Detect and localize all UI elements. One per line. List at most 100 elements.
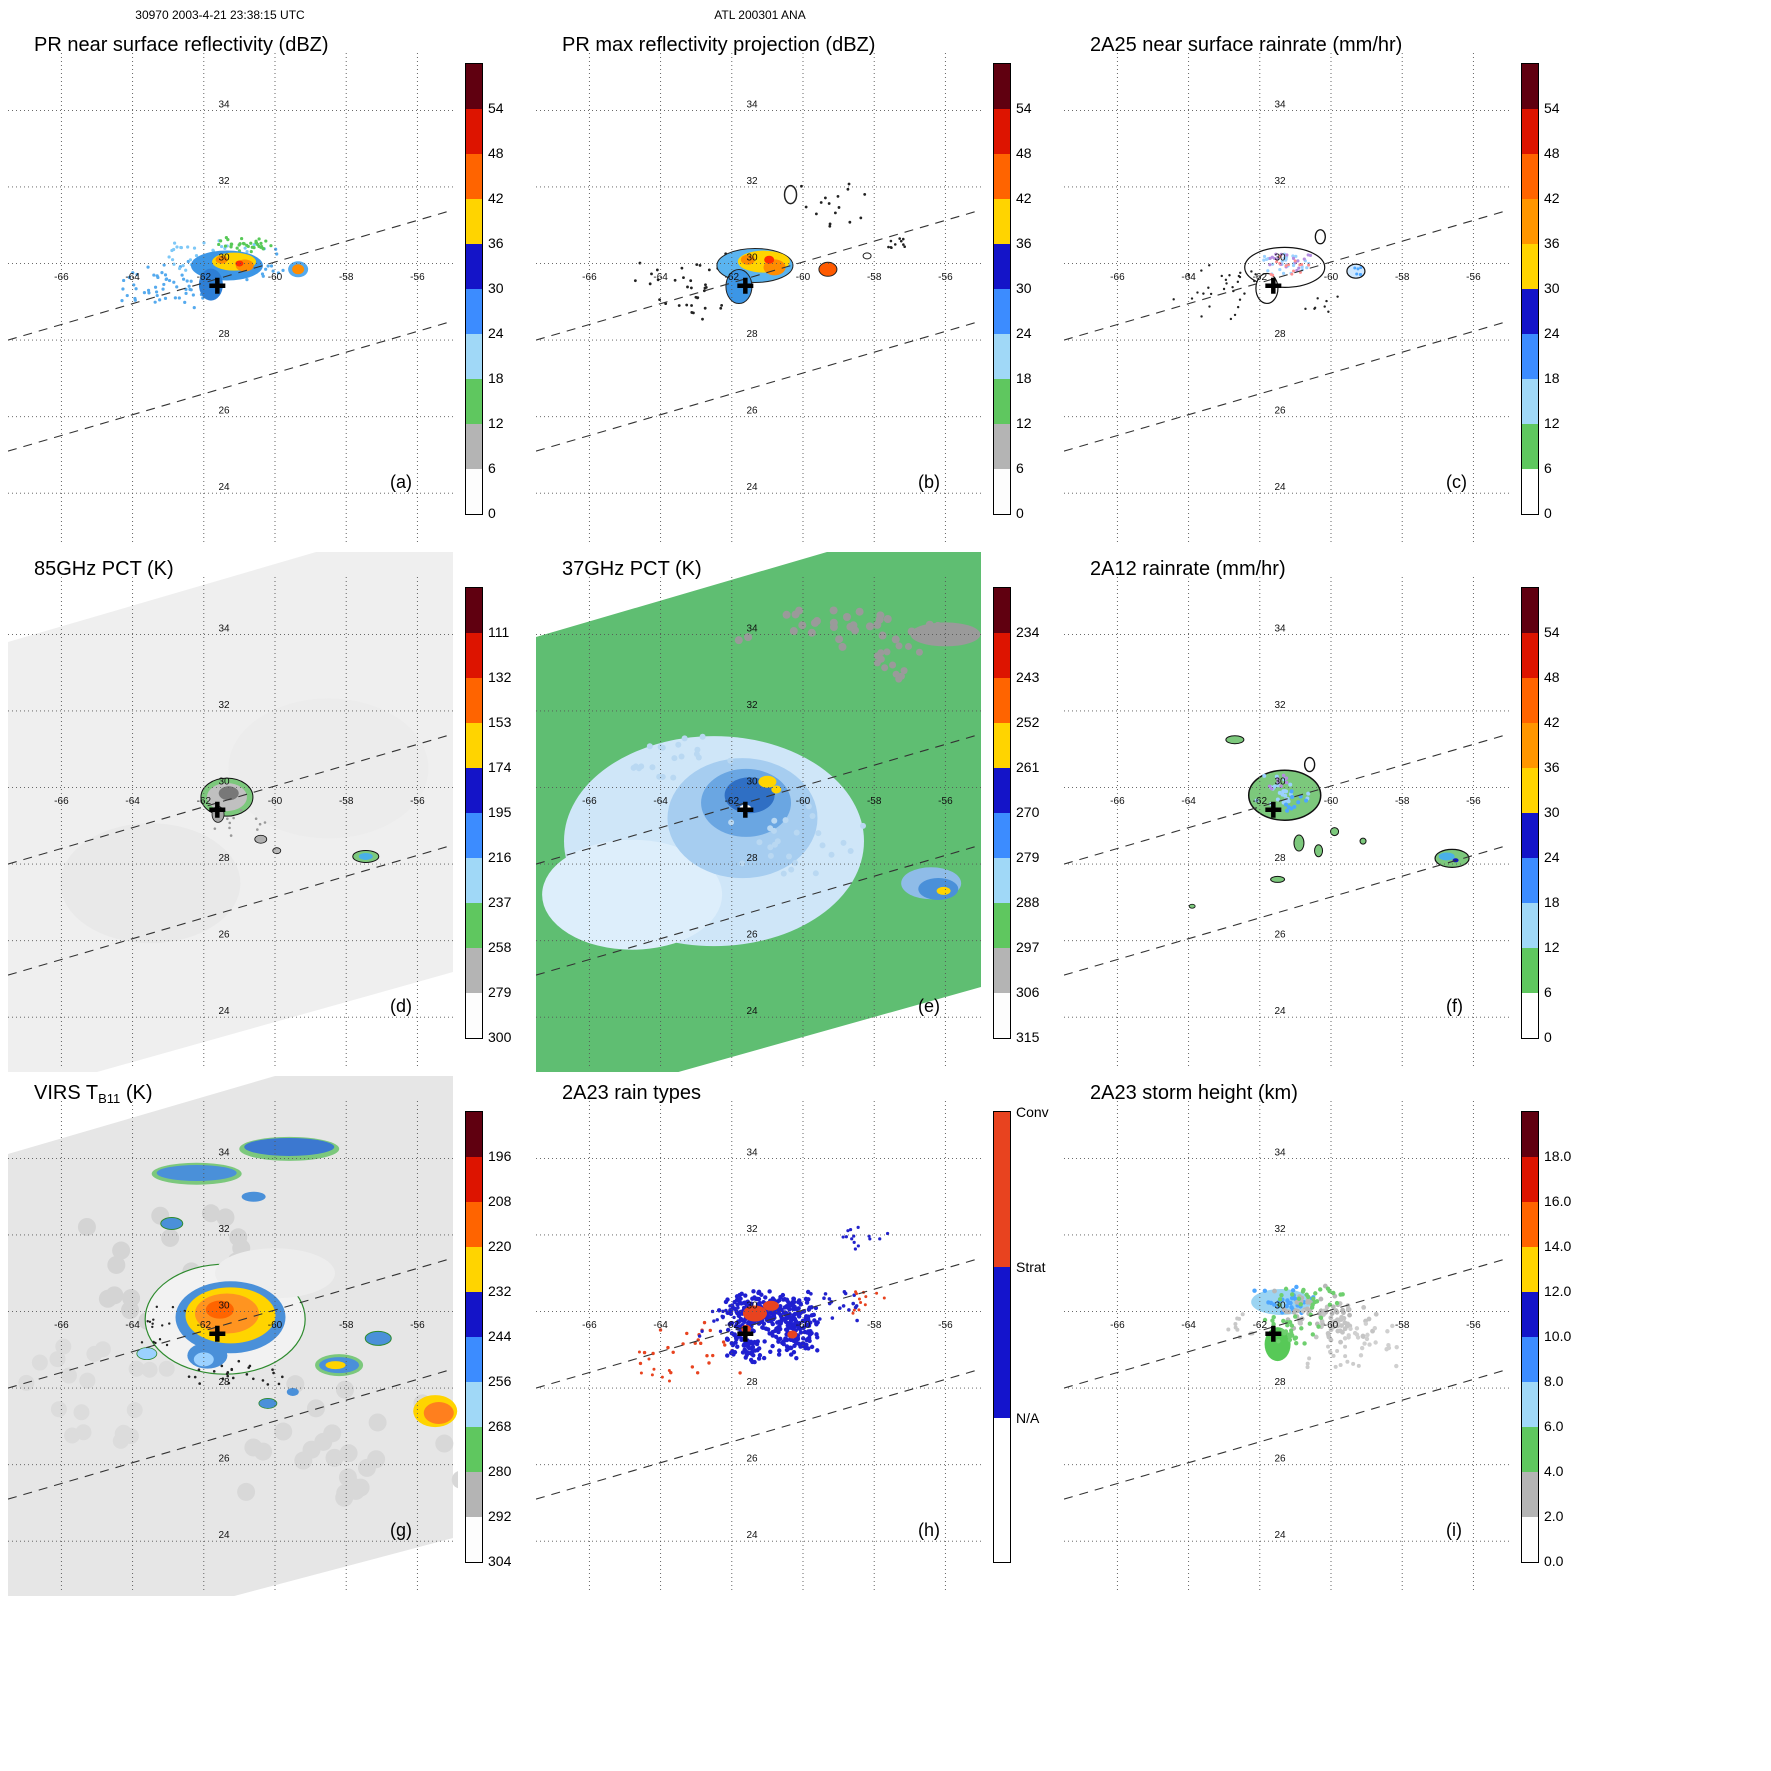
data-speckle — [1307, 1321, 1313, 1326]
data-speckle — [902, 243, 905, 246]
colorbar-tick-label: 54 — [1016, 100, 1032, 116]
data-speckle — [1271, 262, 1275, 266]
data-speckle — [164, 277, 168, 282]
colorbar-segment — [466, 1157, 482, 1202]
lon-label: -66 — [54, 1320, 69, 1331]
data-speckle — [258, 822, 262, 826]
data-speckle — [1328, 1350, 1333, 1355]
data-speckle — [1363, 1321, 1369, 1326]
lat-label: 26 — [218, 406, 230, 417]
data-speckle — [702, 289, 706, 293]
data-speckle — [131, 271, 135, 275]
data-speckle — [221, 1377, 225, 1380]
colorbar-tick-label: 6.0 — [1544, 1418, 1564, 1434]
colorbar-tick-label: 36 — [1544, 759, 1560, 775]
colorbar-category-label: Conv — [1016, 1104, 1049, 1120]
data-speckle — [744, 633, 753, 642]
data-speckle — [633, 279, 637, 283]
data-speckle — [160, 271, 164, 275]
data-speckle — [230, 242, 234, 246]
colorbar-tick-label: 36 — [488, 235, 504, 251]
data-speckle — [1305, 266, 1309, 270]
colorbar-tick-label: 4.0 — [1544, 1463, 1564, 1479]
data-speckle — [812, 617, 821, 626]
data-speckle — [1302, 1341, 1307, 1346]
data-speckle — [1278, 254, 1282, 258]
data-speckle — [1355, 1335, 1361, 1340]
lat-label: 30 — [1274, 777, 1286, 788]
colorbar-tick-label: 24 — [1016, 325, 1032, 341]
data-speckle — [220, 1364, 224, 1368]
data-speckle — [1360, 1334, 1366, 1339]
lon-label: -58 — [867, 272, 882, 283]
data-speckle — [788, 1320, 793, 1325]
data-speckle — [767, 825, 774, 832]
data-speckle — [768, 1349, 773, 1354]
data-speckle — [848, 1228, 853, 1232]
data-speckle — [153, 285, 158, 289]
gridlines — [8, 53, 453, 543]
data-speckle — [161, 1324, 164, 1327]
data-speckle — [245, 249, 249, 254]
data-speckle — [1321, 1312, 1326, 1317]
data-speckle — [226, 238, 230, 242]
data-speckle — [1220, 274, 1223, 278]
colorbar-segment — [466, 993, 482, 1038]
data-speckle — [856, 1244, 860, 1248]
colorbar-segment — [994, 993, 1010, 1038]
data-speckle — [852, 1240, 856, 1244]
colorbar-segment — [466, 678, 482, 723]
grid-labels: -66 -64 -62 -60 -58 -56 34 32 30 28 26 24 — [54, 1147, 425, 1541]
data-speckle — [1285, 253, 1289, 257]
storm-center-marker — [737, 1325, 754, 1342]
data-layer — [60, 698, 429, 944]
data-speckle — [792, 1321, 797, 1327]
colorbar-segment — [466, 1382, 482, 1427]
data-speckle — [818, 1317, 822, 1321]
data-speckle — [1222, 287, 1226, 291]
data-speckle — [685, 1331, 689, 1336]
colorbar-tick-label: 54 — [1544, 100, 1560, 116]
data-speckle — [646, 743, 653, 750]
storm-feature — [1303, 756, 1316, 773]
data-speckle — [759, 1319, 765, 1325]
colorbar-segment — [1522, 334, 1538, 379]
colorbar-segment — [1522, 1382, 1538, 1427]
data-speckle — [245, 1373, 249, 1376]
data-speckle — [807, 628, 816, 637]
data-speckle — [172, 247, 176, 252]
colorbar-segment — [1522, 1292, 1538, 1337]
lat-label: 34 — [746, 99, 758, 110]
data-speckle — [357, 1458, 376, 1477]
colorbar — [1521, 63, 1539, 515]
colorbar-tick-label: 288 — [1016, 894, 1040, 910]
data-speckle — [793, 829, 800, 836]
data-speckle — [229, 245, 233, 249]
data-speckle — [732, 1350, 738, 1355]
data-speckle — [794, 1355, 799, 1361]
storm-feature — [286, 1387, 299, 1396]
lon-label: -62 — [725, 272, 740, 283]
lat-label: 28 — [218, 853, 230, 864]
colorbar-tick-label: 10.0 — [1544, 1328, 1572, 1344]
storm-feature — [1270, 875, 1286, 883]
data-speckle — [1316, 297, 1319, 300]
data-speckle — [1284, 802, 1289, 807]
data-speckle — [1302, 257, 1306, 261]
lat-label: 26 — [218, 1454, 230, 1465]
data-speckle — [1271, 1314, 1276, 1320]
data-speckle — [306, 1399, 325, 1418]
data-speckle — [269, 244, 273, 248]
lat-label: 28 — [218, 329, 230, 340]
storm-feature — [1330, 827, 1340, 837]
data-speckle — [1353, 266, 1357, 270]
lat-label: 26 — [746, 406, 758, 417]
data-layer — [637, 1225, 890, 1383]
data-speckle — [804, 1300, 810, 1305]
data-speckle — [245, 243, 249, 247]
data-speckle — [1207, 286, 1210, 289]
data-speckle — [1351, 1361, 1356, 1366]
data-speckle — [822, 1296, 826, 1301]
data-speckle — [650, 1373, 654, 1377]
data-speckle — [723, 1343, 727, 1347]
